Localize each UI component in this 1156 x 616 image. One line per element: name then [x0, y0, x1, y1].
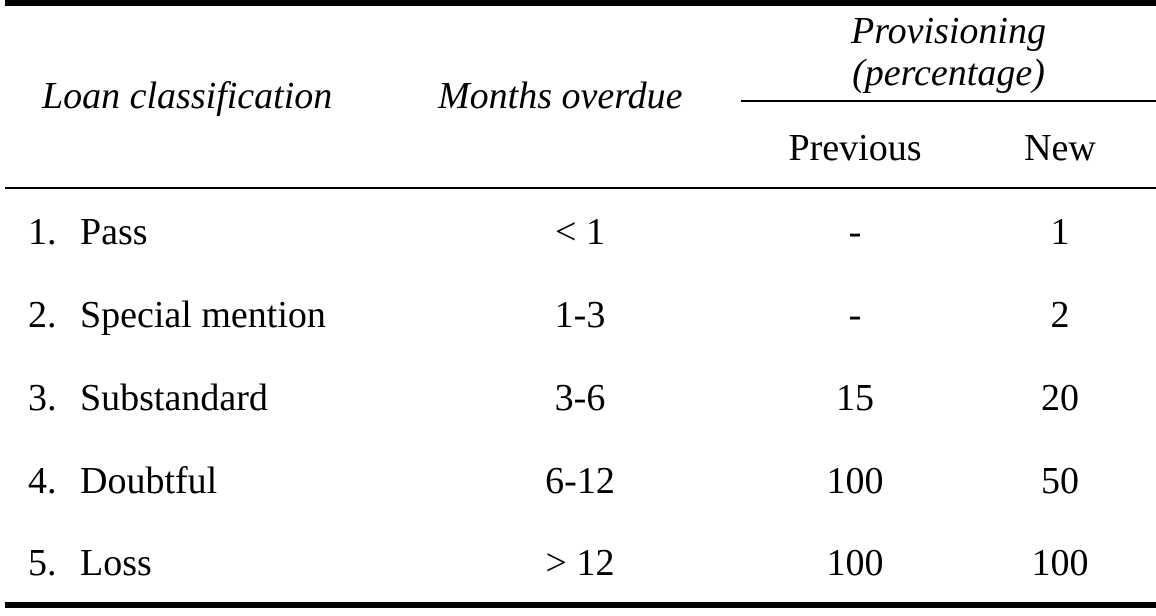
row-months-overdue: 6-12: [545, 460, 615, 502]
table-bottom-rule: [5, 602, 1156, 608]
row-new: 100: [1031, 542, 1089, 584]
table-row: 5. Loss > 12 100 100: [0, 541, 1156, 585]
header-loan-classification: Loan classification: [42, 75, 333, 117]
row-number: 5.: [28, 542, 57, 584]
header-provisioning: Provisioning (percentage): [741, 10, 1156, 94]
row-previous: 100: [826, 542, 884, 584]
row-classification: Substandard: [80, 377, 268, 419]
row-new: 1: [1050, 211, 1070, 253]
header-provisioning-line1: Provisioning: [851, 10, 1046, 52]
row-months-overdue: < 1: [555, 211, 605, 253]
row-previous: -: [848, 211, 862, 253]
row-number: 4.: [28, 460, 57, 502]
provisioning-span-rule: [741, 100, 1156, 102]
row-previous: -: [848, 294, 862, 336]
row-previous: 100: [826, 460, 884, 502]
row-new: 50: [1041, 460, 1079, 502]
row-new: 2: [1050, 294, 1070, 336]
row-classification: Special mention: [80, 294, 326, 336]
row-number: 1.: [28, 211, 57, 253]
header-provisioning-line2: (percentage): [852, 52, 1045, 94]
row-months-overdue: 3-6: [554, 377, 606, 419]
header-previous: Previous: [788, 127, 922, 169]
row-previous: 15: [836, 377, 874, 419]
table-row: 1. Pass < 1 - 1: [0, 210, 1156, 254]
row-months-overdue: 1-3: [554, 294, 606, 336]
table-row: 4. Doubtful 6-12 100 50: [0, 459, 1156, 503]
row-number: 2.: [28, 294, 57, 336]
header-months-overdue: Months overdue: [438, 75, 683, 117]
table-top-rule: [5, 0, 1156, 6]
row-number: 3.: [28, 377, 57, 419]
header-new: New: [1024, 127, 1096, 169]
table-row: 2. Special mention 1-3 - 2: [0, 293, 1156, 337]
row-classification: Pass: [80, 211, 148, 253]
row-months-overdue: > 12: [545, 542, 615, 584]
header-bottom-rule: [5, 187, 1156, 189]
row-new: 20: [1041, 377, 1079, 419]
table-row: 3. Substandard 3-6 15 20: [0, 376, 1156, 420]
row-classification: Doubtful: [80, 460, 218, 502]
row-classification: Loss: [80, 542, 152, 584]
